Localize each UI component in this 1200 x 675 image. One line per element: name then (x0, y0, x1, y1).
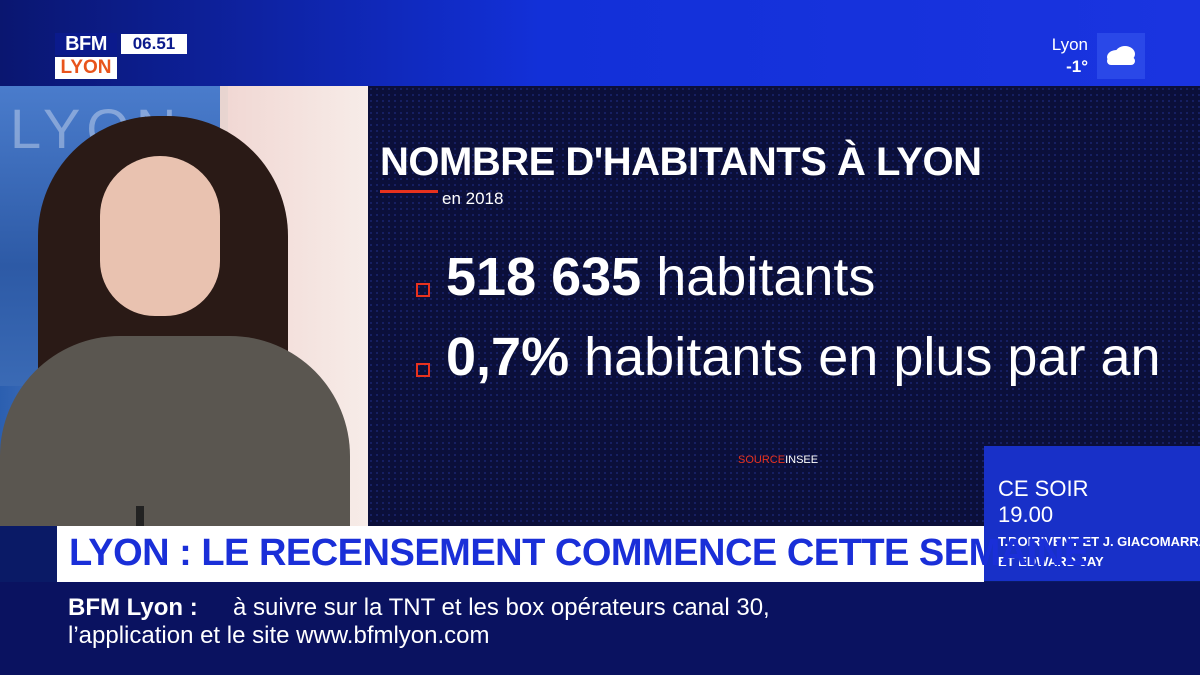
headline-text: LYON : LE RECENSEMENT COMMENCE CETTE SEM… (69, 532, 1089, 574)
source-credit: SOURCEINSEE (738, 454, 818, 466)
title-underline (380, 190, 438, 193)
cloud-icon (1097, 33, 1145, 79)
channel-logo: BFM LYON (55, 33, 117, 79)
infographic-title: NOMBRE D'HABITANTS À LYON (380, 140, 982, 184)
source-key: SOURCE (738, 454, 786, 466)
weather-temp: -1° (1066, 57, 1088, 76)
presenter-face (100, 156, 220, 316)
top-banner: BFM LYON 06.51 Lyon -1° (0, 0, 1200, 86)
ticker-text: à suivre sur la TNT et les box opérateur… (233, 594, 770, 621)
source-value: INSEE (785, 454, 819, 466)
infographic-subtitle: en 2018 (442, 189, 504, 208)
promo-time: 19.00 (998, 502, 1054, 527)
promo-head: CE SOIR (998, 476, 1089, 501)
promo-names: ET EDWARD JAY (998, 554, 1104, 569)
ticker-brand: BFM Lyon : (68, 594, 198, 621)
promo-names: T.BOIRIVENT ET J. GIACOMARRA (998, 534, 1200, 549)
news-ticker: BFM Lyon : à suivre sur la TNT et les bo… (0, 582, 1200, 675)
tonight-promo: CE SOIR 19.00 T.BOIRIVENT ET J. GIACOMAR… (984, 446, 1200, 581)
stat-value: 518 635 (446, 247, 642, 307)
bullet-icon (416, 283, 430, 297)
studio-background: LYON (0, 86, 368, 526)
stat-label: habitants (656, 247, 876, 307)
stat-value: 0,7% (446, 327, 570, 387)
presenter-body (0, 336, 350, 526)
bullet-icon (416, 363, 430, 377)
stat-label: habitants en plus par an (584, 327, 1161, 387)
microphone (136, 506, 144, 526)
weather-city: Lyon (1051, 35, 1088, 54)
logo-lyon: LYON (55, 57, 117, 79)
clock: 06.51 (121, 34, 187, 54)
ticker-text: l’application et le site www.bfmlyon.com (68, 622, 490, 649)
logo-bfm: BFM (55, 33, 117, 55)
headline-strip: LYON : LE RECENSEMENT COMMENCE CETTE SEM… (57, 526, 1089, 582)
